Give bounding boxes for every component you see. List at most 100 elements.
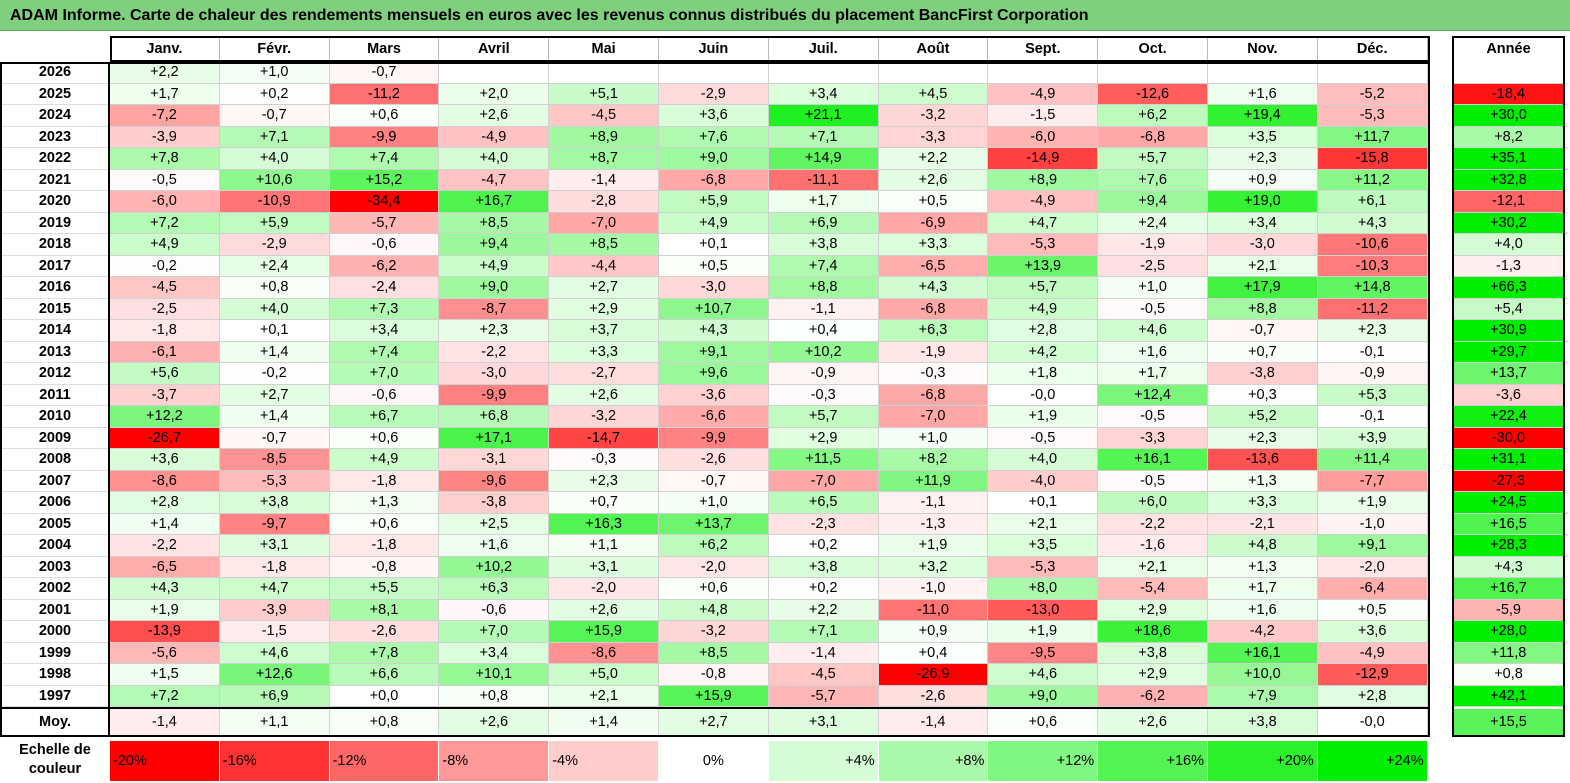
heatmap-cell: +15,2: [329, 169, 440, 191]
heatmap-cell: +8,2: [878, 449, 989, 471]
heatmap-cell: +2,8: [110, 492, 220, 514]
heatmap-cell: -9,7: [219, 513, 330, 535]
month-header: Janv.: [110, 36, 220, 62]
annual-cell: +16,7: [1452, 578, 1565, 600]
heatmap-cell: -4,5: [110, 277, 220, 299]
heatmap-cell: [1317, 62, 1428, 84]
heatmap-cell: +1,0: [659, 492, 769, 514]
year-label: 2003: [0, 556, 110, 578]
annual-cell: -12,1: [1452, 191, 1565, 213]
heatmap-cell: -2,4: [329, 277, 440, 299]
heatmap-cell: -1,1: [768, 298, 879, 320]
heatmap-cell: -2,6: [878, 685, 989, 707]
annual-cell: +11,8: [1452, 642, 1565, 664]
heatmap-cell: -0,8: [659, 664, 769, 686]
heatmap-cell: +4,7: [219, 578, 330, 600]
heatmap-cell: +9,0: [659, 148, 769, 170]
heatmap-cell: -9,5: [988, 642, 1099, 664]
heatmap-cell: +3,2: [878, 556, 989, 578]
heatmap-cell: -6,9: [878, 212, 989, 234]
heatmap-cell: +4,3: [1317, 212, 1428, 234]
heatmap-cell: -4,9: [1317, 642, 1428, 664]
heatmap-cell: -0,5: [1098, 298, 1208, 320]
color-scale-step: -20%: [110, 741, 220, 781]
heatmap-cell: -1,5: [219, 621, 330, 643]
heatmap-cell: -2,9: [219, 234, 330, 256]
average-cell: -0,0: [1317, 709, 1428, 735]
heatmap-cell: -7,0: [878, 406, 989, 428]
year-label: 2007: [0, 470, 110, 492]
heatmap-cell: -4,4: [549, 255, 659, 277]
heatmap-cell: -5,3: [219, 470, 330, 492]
annual-cell: +42,1: [1452, 685, 1565, 707]
heatmap-cell: +1,7: [110, 83, 220, 105]
heatmap-cell: -3,7: [110, 384, 220, 406]
heatmap-cell: +1,5: [110, 664, 220, 686]
heatmap-cell: -2,2: [1098, 513, 1208, 535]
heatmap-cell: +2,2: [768, 599, 879, 621]
heatmap-cell: -3,9: [219, 599, 330, 621]
year-label: 2020: [0, 191, 110, 213]
annual-cell: +32,8: [1452, 169, 1565, 191]
heatmap-cell: -3,3: [1098, 427, 1208, 449]
heatmap-cell: -0,3: [549, 449, 659, 471]
heatmap-cell: +5,7: [768, 406, 879, 428]
heatmap-cell: +6,9: [219, 685, 330, 707]
heatmap-cell: +11,9: [878, 470, 989, 492]
color-scale-label: Echelle de couleur: [19, 742, 91, 777]
heatmap-cell: +17,1: [439, 427, 550, 449]
heatmap-cell: -1,9: [878, 341, 989, 363]
annual-cell: +30,0: [1452, 105, 1565, 127]
heatmap-cell: +4,3: [878, 277, 989, 299]
heatmap-cell: +0,3: [1208, 384, 1318, 406]
heatmap-cell: -8,7: [439, 298, 550, 320]
heatmap-cell: +1,6: [1098, 341, 1208, 363]
average-cell: +2,6: [1098, 709, 1208, 735]
heatmap-cell: -12,6: [1098, 83, 1208, 105]
heatmap-cell: +1,9: [1317, 492, 1428, 514]
heatmap-cell: +7,1: [768, 621, 879, 643]
heatmap-cell: -14,9: [988, 148, 1099, 170]
year-label: 1997: [0, 685, 110, 707]
annual-cell: +28,0: [1452, 621, 1565, 643]
heatmap-cell: +0,7: [1208, 341, 1318, 363]
heatmap-cell: +5,1: [549, 83, 659, 105]
heatmap-cell: +16,7: [439, 191, 550, 213]
heatmap-cell: +1,7: [768, 191, 879, 213]
year-label: 2015: [0, 298, 110, 320]
heatmap-cell: +17,9: [1208, 277, 1318, 299]
heatmap-cell: +2,4: [219, 255, 330, 277]
heatmap-cell: +6,6: [329, 664, 440, 686]
average-label: Moy.: [0, 709, 110, 735]
heatmap-cell: +1,3: [1208, 470, 1318, 492]
heatmap-cell: +7,4: [768, 255, 879, 277]
heatmap-cell: -3,0: [659, 277, 769, 299]
heatmap-cell: +0,6: [329, 427, 440, 449]
heatmap-cell: +0,2: [219, 83, 330, 105]
heatmap-cell: -26,7: [110, 427, 220, 449]
year-label: 2006: [0, 492, 110, 514]
heatmap-cell: -2,6: [659, 449, 769, 471]
heatmap-cell: [549, 62, 659, 84]
heatmap-cell: +0,0: [329, 685, 440, 707]
heatmap-cell: -4,9: [439, 126, 550, 148]
heatmap-cell: +4,3: [659, 320, 769, 342]
heatmap-cell: +1,6: [1208, 599, 1318, 621]
heatmap-cell: +2,6: [439, 105, 550, 127]
heatmap-cell: +19,4: [1208, 105, 1318, 127]
heatmap-cell: -5,4: [1098, 578, 1208, 600]
heatmap-cell: -2,2: [110, 535, 220, 557]
average-cell: +2,6: [439, 709, 550, 735]
month-header: Août: [878, 36, 989, 62]
color-scale-step: +24%: [1317, 741, 1428, 781]
heatmap-cell: -4,5: [768, 664, 879, 686]
heatmap-cell: -1,8: [110, 320, 220, 342]
heatmap-cell: -6,8: [878, 298, 989, 320]
heatmap-cell: -3,2: [878, 105, 989, 127]
heatmap-cell: -8,6: [549, 642, 659, 664]
heatmap-cell: +16,1: [1098, 449, 1208, 471]
heatmap-cell: +12,2: [110, 406, 220, 428]
heatmap-cell: -1,4: [768, 642, 879, 664]
heatmap-cell: -0,2: [110, 255, 220, 277]
heatmap-cell: +4,6: [988, 664, 1099, 686]
